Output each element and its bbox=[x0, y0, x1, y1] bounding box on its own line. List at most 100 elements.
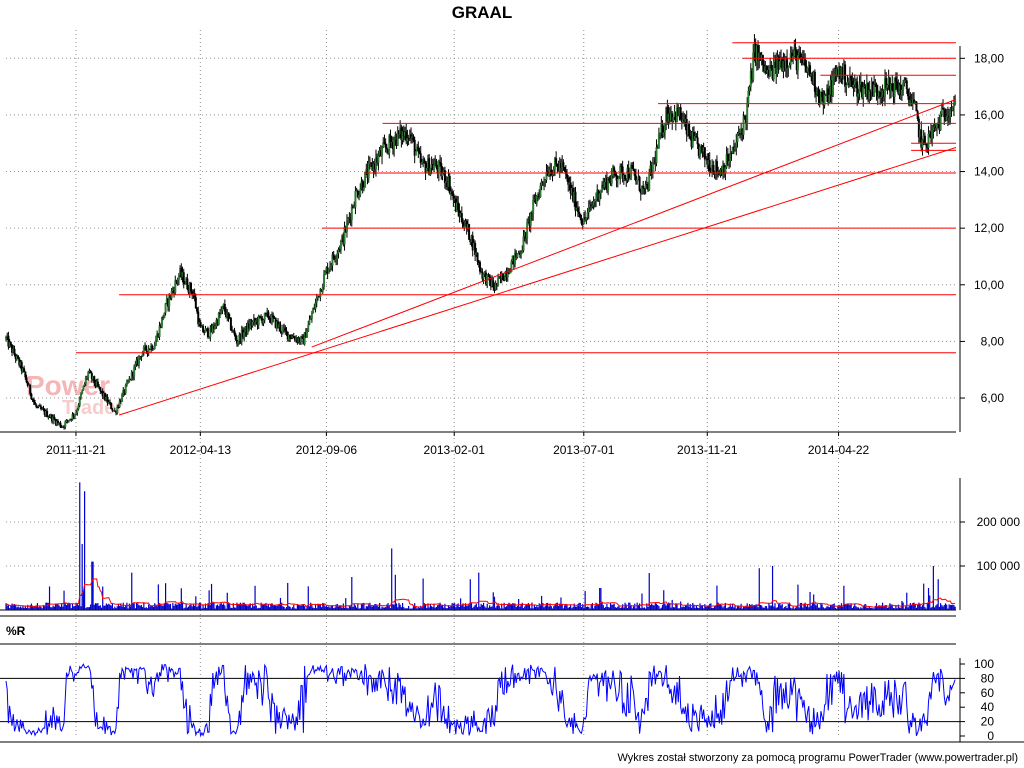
candle-body bbox=[540, 181, 543, 186]
candle-body bbox=[919, 129, 922, 138]
candle-body bbox=[732, 146, 735, 150]
candle-body bbox=[532, 199, 535, 214]
candle-body bbox=[741, 129, 744, 135]
candle-body bbox=[267, 311, 270, 319]
candle-body bbox=[631, 164, 634, 169]
candle-body bbox=[211, 325, 214, 333]
candle-body bbox=[37, 405, 40, 407]
candle-body bbox=[448, 175, 451, 194]
candle-body bbox=[562, 162, 565, 167]
candle-body bbox=[755, 45, 758, 63]
candle-body bbox=[100, 390, 103, 392]
candle-body bbox=[643, 187, 646, 189]
candle-body bbox=[54, 419, 57, 425]
candle-body bbox=[249, 322, 252, 329]
candle-body bbox=[475, 252, 478, 256]
candle-body bbox=[378, 150, 381, 156]
candle-body bbox=[639, 190, 642, 194]
candle-body bbox=[119, 400, 122, 402]
candle-body bbox=[730, 153, 733, 155]
candle-body bbox=[743, 116, 746, 118]
candle-body bbox=[952, 104, 955, 108]
candle-body bbox=[673, 111, 676, 117]
candle-body bbox=[206, 328, 209, 338]
candle-body bbox=[933, 125, 936, 128]
candle-body bbox=[429, 168, 432, 175]
candle-body bbox=[859, 81, 862, 85]
candle-body bbox=[690, 137, 693, 147]
candle-body bbox=[777, 56, 780, 70]
candle-body bbox=[578, 211, 581, 214]
candle-body bbox=[874, 84, 877, 86]
candle-body bbox=[932, 127, 935, 131]
candle-body bbox=[127, 381, 130, 383]
candle-body bbox=[472, 243, 475, 251]
candle-body bbox=[355, 190, 358, 192]
candle-body bbox=[748, 87, 751, 91]
candle-body bbox=[744, 117, 747, 123]
candle-body bbox=[523, 232, 526, 237]
candle-body bbox=[469, 239, 472, 243]
candle-body bbox=[539, 185, 542, 198]
candle-body bbox=[329, 266, 332, 270]
candle-body bbox=[186, 278, 189, 290]
candle-body bbox=[116, 406, 119, 413]
candle-body bbox=[731, 146, 734, 154]
candle-body bbox=[686, 124, 689, 135]
candle-body bbox=[936, 123, 938, 129]
candle-body bbox=[367, 163, 370, 179]
candle-body bbox=[29, 384, 32, 394]
candle-body bbox=[804, 58, 807, 67]
candle-body bbox=[884, 78, 887, 98]
candle-body bbox=[31, 399, 34, 401]
candle-body bbox=[751, 70, 754, 80]
candle-body bbox=[951, 107, 954, 111]
candle-body bbox=[106, 396, 109, 404]
candle-body bbox=[8, 342, 11, 347]
candle-body bbox=[373, 163, 376, 170]
candle-body bbox=[147, 348, 150, 354]
candle-body bbox=[557, 166, 560, 172]
candle-body bbox=[368, 162, 371, 164]
candle-body bbox=[851, 80, 854, 87]
candle-body bbox=[703, 147, 706, 160]
candle-body bbox=[478, 261, 481, 272]
candle-body bbox=[819, 91, 822, 104]
candle-body bbox=[893, 77, 896, 97]
candle-body bbox=[177, 275, 180, 281]
candle-body bbox=[379, 150, 382, 157]
candle-body bbox=[152, 349, 155, 351]
watermark-line2: Trader bbox=[62, 397, 123, 419]
candle-body bbox=[898, 84, 901, 94]
candle-body bbox=[637, 176, 640, 180]
candle-body bbox=[442, 170, 445, 174]
candle-body bbox=[399, 127, 402, 135]
candle-body bbox=[505, 271, 508, 277]
candle-body bbox=[676, 107, 679, 123]
candle-body bbox=[176, 280, 179, 282]
x-tick-label: 2012-04-13 bbox=[170, 443, 232, 457]
candle-body bbox=[410, 134, 413, 139]
candle-body bbox=[663, 124, 666, 133]
candle-body bbox=[806, 67, 809, 72]
candle-body bbox=[839, 66, 842, 79]
candle-body bbox=[353, 207, 356, 209]
candle-body bbox=[251, 321, 254, 326]
candle-body bbox=[436, 167, 439, 174]
candle-body bbox=[420, 162, 423, 164]
candle-body bbox=[260, 317, 263, 319]
candle-body bbox=[287, 334, 290, 340]
candle-body bbox=[32, 399, 35, 403]
candle-body bbox=[650, 165, 653, 174]
candle-body bbox=[665, 107, 668, 125]
candle-body bbox=[906, 89, 909, 97]
candle-body bbox=[232, 330, 235, 332]
candle-body bbox=[922, 135, 925, 140]
candle-body bbox=[527, 219, 530, 223]
candle-body bbox=[832, 76, 835, 96]
candle-body bbox=[112, 410, 115, 412]
candle-body bbox=[790, 52, 793, 61]
candle-body bbox=[766, 70, 769, 73]
candle-body bbox=[175, 280, 178, 282]
candle-body bbox=[239, 334, 242, 342]
